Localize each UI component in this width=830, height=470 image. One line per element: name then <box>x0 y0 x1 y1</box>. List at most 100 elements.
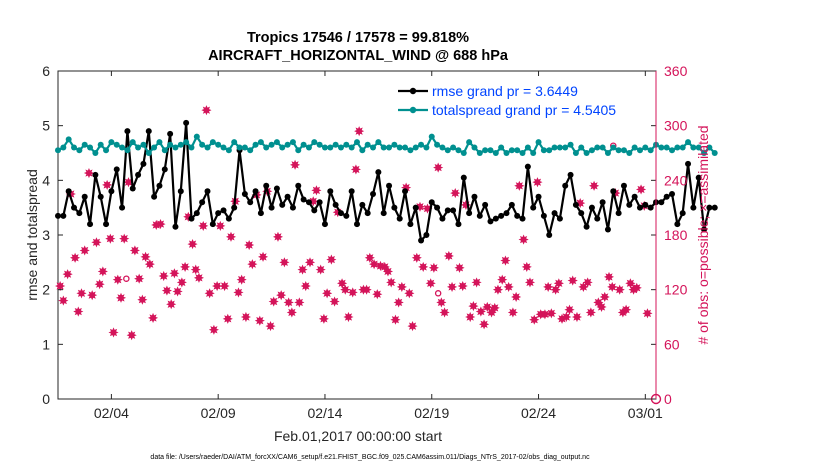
series-point-totalspread <box>71 144 78 151</box>
obs-assimilated-point <box>550 284 561 295</box>
obs-assimilated-point <box>276 290 287 301</box>
chart-title-line2: AIRCRAFT_HORIZONTAL_WIND @ 688 hPa <box>208 48 509 64</box>
y-tick-label-right: 360 <box>664 63 688 79</box>
obs-assimilated-point <box>369 259 380 270</box>
obs-assimilated-point <box>304 257 316 268</box>
obs-assimilated-point <box>286 307 297 318</box>
series-point-totalspread <box>551 144 558 151</box>
series-point-totalspread <box>268 141 275 148</box>
x-tick-label: 03/01 <box>628 405 663 421</box>
series-point-totalspread <box>455 147 462 154</box>
series-point-rmse <box>535 193 542 200</box>
obs-assimilated-point <box>115 292 127 303</box>
obs-assimilated-point <box>198 220 209 231</box>
series-point-rmse <box>60 212 67 219</box>
obs-assimilated-point <box>166 299 177 310</box>
series-point-rmse <box>321 221 328 228</box>
series-point-rmse <box>455 221 462 228</box>
series-point-rmse <box>407 221 414 228</box>
series-point-rmse <box>658 199 665 206</box>
obs-assimilated-point <box>418 261 429 272</box>
series-point-totalspread <box>466 139 473 146</box>
series-point-totalspread <box>311 139 318 146</box>
y-tick-label-right: 60 <box>664 336 680 352</box>
series-point-rmse <box>268 204 275 211</box>
series-point-totalspread <box>60 144 67 151</box>
obs-assimilated-point <box>322 288 333 299</box>
series-point-rmse <box>305 199 312 206</box>
series-point-rmse <box>215 210 222 217</box>
x-tick-label: 02/24 <box>521 405 556 421</box>
series-point-rmse <box>364 210 371 217</box>
footnote-data-file: data file: /Users/raeder/DAI/ATM_forcXX/… <box>150 454 590 461</box>
series-point-rmse <box>647 204 654 211</box>
series-point-rmse <box>327 188 334 195</box>
obs-assimilated-point <box>294 297 305 308</box>
series-point-totalspread <box>188 144 195 151</box>
obs-assimilated-point <box>215 220 226 231</box>
series-point-totalspread <box>241 144 248 151</box>
obs-assimilated-point <box>126 330 137 341</box>
series-point-totalspread <box>610 144 617 151</box>
obs-assimilated-point <box>155 219 166 230</box>
series-point-rmse <box>423 232 430 238</box>
series-point-totalspread <box>690 144 697 151</box>
obs-assimilated-point <box>169 268 180 279</box>
obs-assimilated-point <box>446 281 458 292</box>
series-point-totalspread <box>199 141 206 148</box>
series-point-rmse <box>588 204 595 211</box>
series-point-totalspread <box>695 144 702 151</box>
obs-assimilated-point <box>347 287 358 298</box>
series-point-rmse <box>711 204 718 211</box>
obs-assimilated-point <box>354 126 365 137</box>
obs-possible-point <box>123 275 130 282</box>
series-point-totalspread <box>289 139 296 146</box>
obs-assimilated-point <box>204 288 215 299</box>
series-point-totalspread <box>391 141 398 148</box>
series-point-totalspread <box>674 144 681 151</box>
series-point-totalspread <box>172 144 179 151</box>
series-point-totalspread <box>503 150 510 156</box>
obs-assimilated-point <box>500 255 511 266</box>
series-point-totalspread <box>588 147 595 154</box>
series-point-totalspread <box>487 147 494 154</box>
series-point-totalspread <box>343 141 350 148</box>
series-point-rmse <box>391 204 398 211</box>
series-point-totalspread <box>418 141 425 148</box>
y-tick-label-right: 180 <box>664 227 688 243</box>
series-point-rmse <box>380 210 387 217</box>
obs-assimilated-point <box>468 301 479 312</box>
series-point-rmse <box>562 182 569 189</box>
series-point-totalspread <box>567 141 574 148</box>
obs-assimilated-point <box>596 301 607 313</box>
series-point-totalspread <box>231 139 238 146</box>
obs-assimilated-point <box>87 290 98 301</box>
series-point-rmse <box>71 204 78 211</box>
obs-assimilated-point <box>201 105 212 116</box>
series-point-totalspread <box>257 139 264 146</box>
series-point-totalspread <box>183 139 190 146</box>
series-point-totalspread <box>620 147 627 154</box>
chart-title: Tropics 17546 / 17578 = 99.818% AIRCRAFT… <box>208 30 509 64</box>
obs-assimilated-point <box>382 266 394 277</box>
series-point-rmse <box>434 204 441 211</box>
obs-assimilated-point <box>311 185 322 196</box>
series-point-rmse <box>87 221 94 228</box>
series-point-totalspread <box>476 150 483 156</box>
series-point-rmse <box>482 201 489 208</box>
series-point-totalspread <box>225 147 232 154</box>
series-point-rmse <box>626 201 633 208</box>
series-point-totalspread <box>636 147 643 154</box>
series-point-rmse <box>252 188 259 195</box>
series-point-totalspread <box>236 144 243 151</box>
obs-assimilated-point <box>315 264 326 275</box>
obs-assimilated-point <box>567 275 578 286</box>
series-point-totalspread <box>321 144 328 151</box>
series-point-totalspread <box>519 150 526 156</box>
series-point-totalspread <box>332 141 339 148</box>
obs-assimilated-point <box>585 307 596 318</box>
obs-assimilated-point <box>524 277 536 288</box>
series-point-rmse <box>354 221 360 228</box>
series-point-rmse <box>199 199 206 206</box>
series-point-rmse <box>92 171 99 178</box>
